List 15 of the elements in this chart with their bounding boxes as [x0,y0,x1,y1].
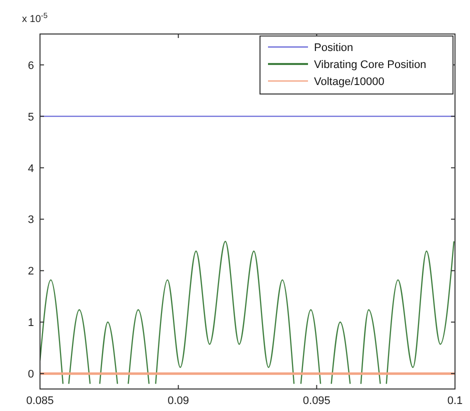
y-tick-label: 0 [28,368,34,381]
text: x 10$^{-5}$ [22,10,48,25]
y-tick-label: 1 [28,317,34,330]
x-tick-label: 0.1 [447,395,463,407]
x-tick-label: 0.085 [26,395,54,407]
legend-label: Position [314,42,354,54]
x-tick-label: 0.09 [168,395,190,407]
y-tick-label: 6 [28,60,34,72]
y-tick-label: 2 [28,266,34,278]
y-tick-label: 5 [28,111,34,124]
y-tick-label: 4 [28,162,34,175]
y-tick-label: 3 [28,214,34,226]
x-tick-label: 0.095 [302,395,330,407]
legend-label: Vibrating Core Position [314,59,426,71]
legend-label: Voltage/10000 [314,76,384,88]
